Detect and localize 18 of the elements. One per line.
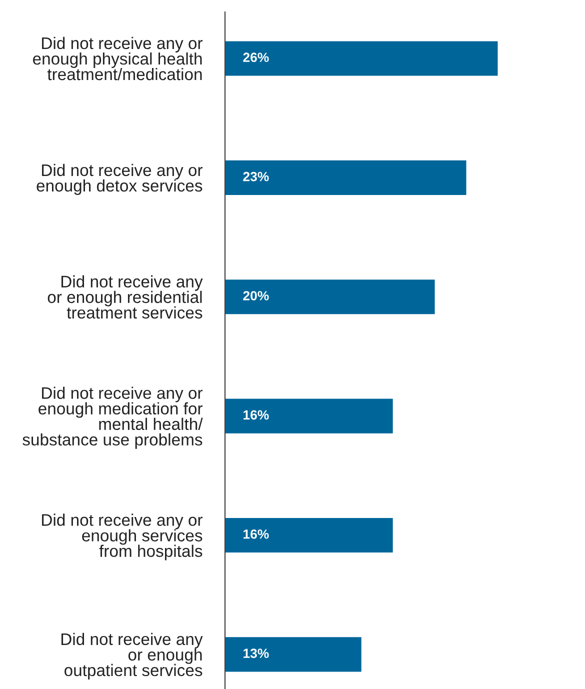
bar [225,398,393,434]
bar [225,41,498,76]
data-label: 13% [244,648,269,658]
y-tick-label: Did not receive any or enough residential treatment services [48,275,203,319]
bar [225,518,393,553]
y-tick-label: Did not receive any or enough medication for mental health/ substance use problems [22,386,203,449]
data-label: 23% [243,172,269,182]
data-label: 16% [244,529,269,539]
y-tick-label: Did not receive any or enough detox services [36,164,203,195]
data-label: 16% [244,410,269,420]
data-label: 26% [243,52,269,62]
y-tick-label: Did not receive any or enough physical health treatment/medication [33,36,203,80]
data-label: 20% [243,291,269,300]
y-tick-label: Did not receive any or enough outpatient services [61,632,203,680]
y-tick-label: Did not receive any or enough services from hospitals [42,514,203,560]
bar [225,280,435,314]
bar [225,160,466,195]
bar [225,637,362,672]
